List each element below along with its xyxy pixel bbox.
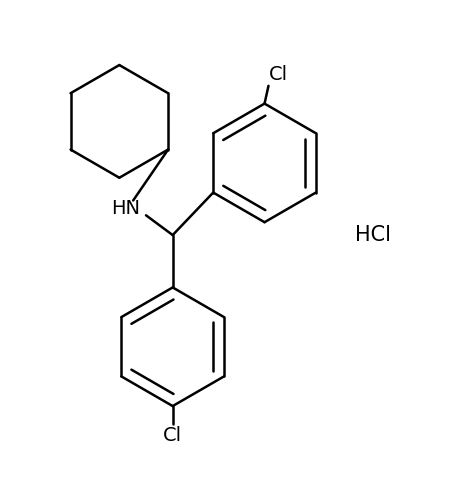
Text: HCl: HCl <box>355 225 391 245</box>
Text: HN: HN <box>111 199 141 218</box>
Text: Cl: Cl <box>268 65 288 84</box>
Text: Cl: Cl <box>163 426 182 445</box>
